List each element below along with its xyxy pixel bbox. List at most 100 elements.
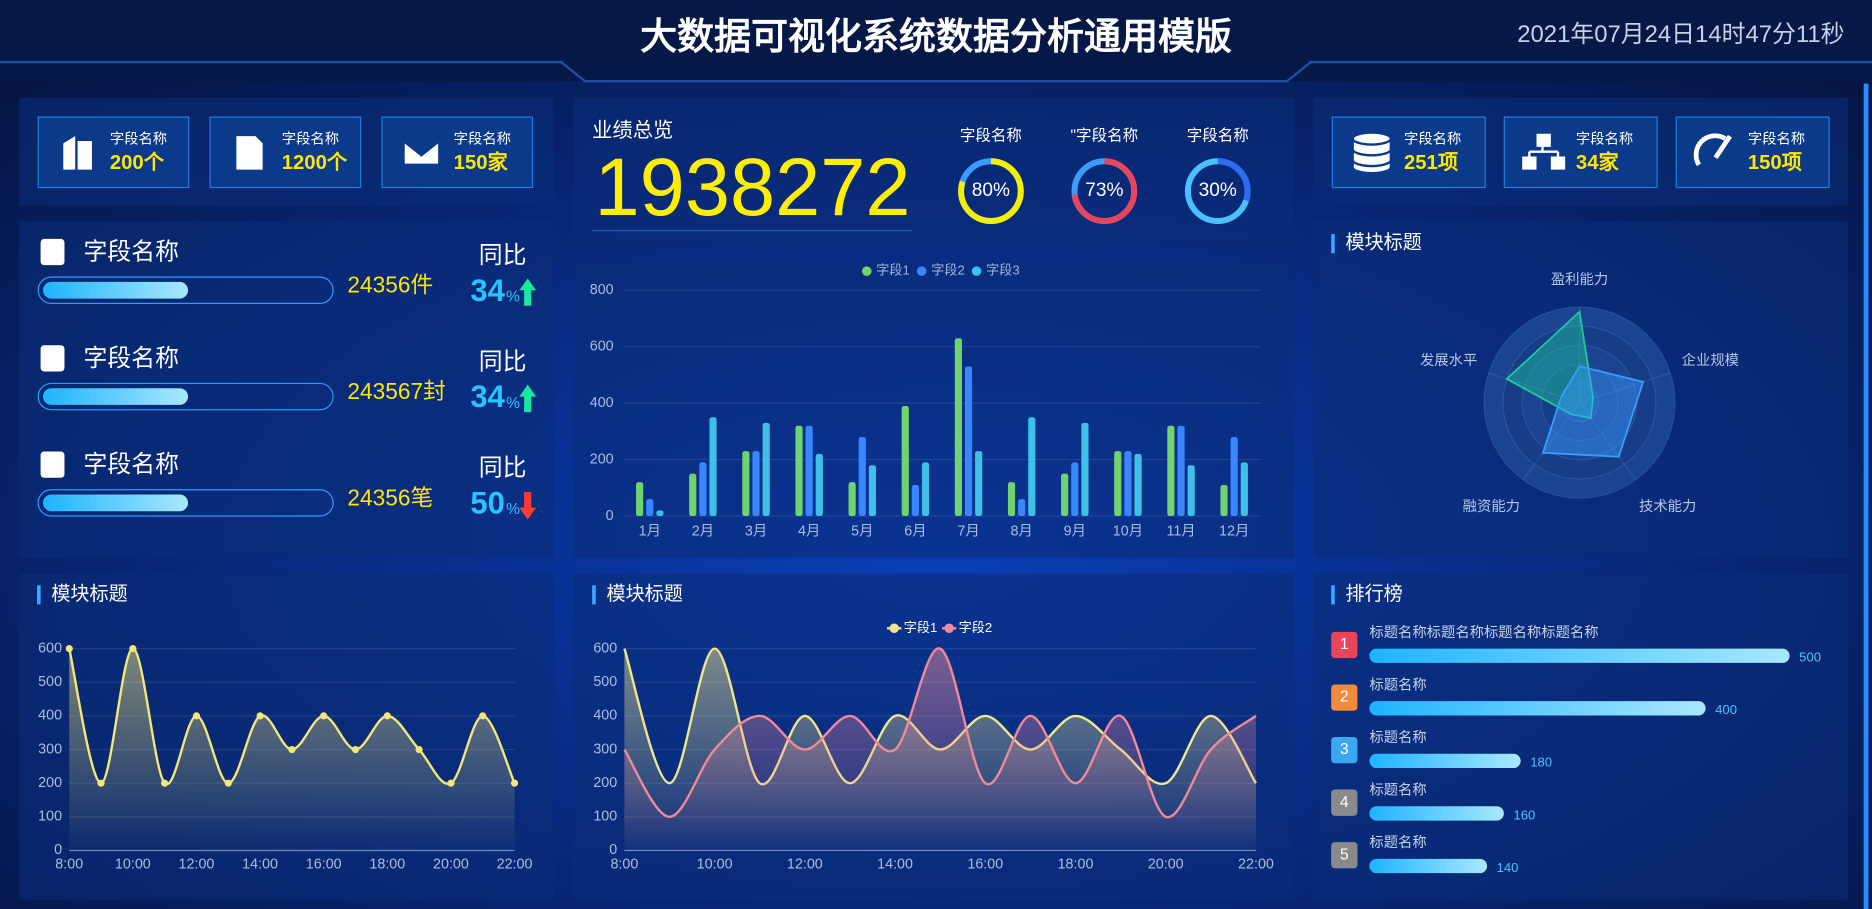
- x-tick-label: 3月: [745, 523, 767, 539]
- yoy-value: 34: [470, 379, 505, 414]
- overview-total: 1938272: [595, 142, 911, 233]
- y-tick-label: 600: [38, 640, 62, 656]
- trend-arrow: [519, 384, 537, 413]
- bar: [921, 462, 930, 517]
- point: [65, 645, 73, 653]
- x-tick-label: 22:00: [497, 857, 533, 873]
- point: [510, 779, 519, 787]
- rank-bar: [1369, 858, 1488, 874]
- point: [447, 779, 455, 787]
- y-tick-label: 100: [593, 809, 617, 825]
- panel-title: 模块标题: [1346, 232, 1422, 254]
- bar: [699, 462, 707, 517]
- stat-label: 字段名称: [110, 131, 167, 148]
- bar: [1124, 451, 1132, 517]
- rank-badge: [1331, 631, 1358, 659]
- radar-axis: [1579, 402, 1637, 481]
- legend-label: 字段2: [931, 263, 965, 278]
- progress-bar: [42, 494, 189, 512]
- item-icon: [40, 451, 65, 478]
- donut-arc: [958, 158, 1024, 224]
- bar: [848, 482, 856, 517]
- bar: [656, 510, 664, 517]
- rank-badge: [1331, 789, 1358, 816]
- yoy-value: 34: [470, 273, 505, 308]
- x-tick-label: 1月: [639, 523, 661, 539]
- point: [224, 779, 232, 787]
- point: [383, 712, 391, 720]
- line-area: [624, 648, 1256, 851]
- y-tick-label: 400: [593, 708, 617, 724]
- bar: [805, 425, 813, 517]
- line: [623, 647, 1257, 786]
- bar: [689, 473, 697, 517]
- panel: [573, 262, 1295, 558]
- donut-title: "字段名称: [1071, 126, 1139, 144]
- bar: [975, 451, 983, 517]
- rank-number: 2: [1340, 689, 1349, 706]
- y-tick-label: 300: [38, 741, 62, 757]
- bar: [1230, 437, 1238, 517]
- point: [479, 712, 487, 720]
- icon: [1351, 131, 1393, 175]
- yoy-unit: %: [506, 395, 520, 412]
- rank-name: 标题名称: [1369, 676, 1426, 693]
- rank-badge: [1331, 736, 1358, 764]
- stat-label: 字段名称: [282, 131, 339, 148]
- donut-title: 字段名称: [1187, 126, 1249, 144]
- item-amount: 24356笔: [347, 484, 433, 510]
- icon: [402, 139, 441, 167]
- x-tick-label: 12:00: [787, 857, 823, 873]
- x-tick-label: 10:00: [697, 857, 733, 873]
- progress-track: [37, 489, 334, 517]
- y-tick-label: 500: [593, 674, 617, 690]
- title-bar: [1331, 585, 1335, 605]
- x-tick-label: 20:00: [1148, 857, 1184, 873]
- progress-track: [37, 276, 334, 304]
- x-tick-label: 8:00: [610, 857, 638, 873]
- legend-swatch: [861, 266, 872, 276]
- bar: [1134, 453, 1142, 517]
- rank-badge: [1331, 684, 1358, 711]
- rank-number: 1: [1340, 636, 1349, 653]
- x-tick-label: 9月: [1064, 523, 1086, 539]
- rank-name: 标题名称: [1369, 834, 1426, 851]
- datetime: 2021年07月24日14时47分11秒: [1517, 21, 1844, 48]
- yoy-label: 同比: [479, 455, 527, 482]
- icon: [236, 136, 263, 170]
- item-name: 字段名称: [84, 451, 179, 478]
- stat-value: 251项: [1404, 151, 1459, 174]
- bar: [1220, 484, 1228, 517]
- point: [351, 745, 360, 754]
- bar: [954, 338, 962, 517]
- legend-label: 字段3: [986, 263, 1020, 278]
- bar: [742, 451, 750, 517]
- bar: [752, 451, 760, 517]
- rank-name: 标题名称标题名称标题名称标题名称: [1369, 624, 1598, 641]
- bar: [1018, 499, 1026, 517]
- stat-card: [209, 116, 362, 189]
- overview-title: 业绩总览: [592, 119, 673, 142]
- radar-axis: [1488, 372, 1580, 404]
- x-tick-label: 11月: [1166, 523, 1195, 539]
- line: [623, 647, 1257, 819]
- y-tick-label: 100: [38, 809, 62, 825]
- radar-indicator: 融资能力: [1463, 498, 1520, 515]
- x-tick-label: 12:00: [179, 857, 215, 873]
- progress-bar: [42, 281, 189, 299]
- y-tick-label: 300: [593, 741, 617, 757]
- y-tick-label: 0: [609, 842, 617, 858]
- rank-number: 3: [1340, 741, 1349, 758]
- x-tick-label: 12月: [1219, 523, 1249, 539]
- panel-title: 模块标题: [51, 583, 127, 605]
- radar-indicator: 盈利能力: [1551, 271, 1608, 288]
- x-tick-label: 10:00: [115, 857, 151, 873]
- point: [256, 712, 264, 720]
- x-tick-label: 22:00: [1238, 857, 1274, 873]
- radar-area: [1505, 309, 1595, 420]
- y-tick-label: 200: [590, 451, 614, 467]
- stat-card: [381, 116, 534, 189]
- y-tick-label: 200: [593, 775, 617, 791]
